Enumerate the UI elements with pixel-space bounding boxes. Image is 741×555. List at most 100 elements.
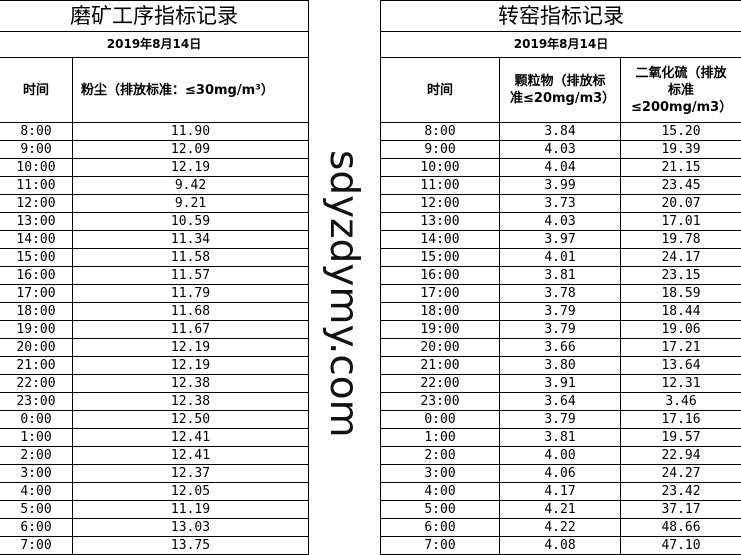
time-cell: 0:00 [0,410,73,429]
time-cell: 18:00 [0,302,73,321]
value-cell: 3.84 [499,122,621,141]
value-cell: 3.79 [499,320,621,339]
time-cell: 7:00 [0,536,73,555]
time-cell: 5:00 [380,500,500,519]
value-cell: 4.04 [499,158,621,177]
table-title: 转窑指标记录 [379,0,741,32]
time-cell: 10:00 [380,158,500,177]
value-cell: 47.10 [619,536,741,555]
value-cell: 3.99 [499,176,621,195]
table-row: 8:00 11.90 [0,122,309,141]
table-row: 22:00 12.38 [0,374,309,393]
table-row: 23:00 3.64 3.46 [380,392,741,411]
table-row: 15:00 11.58 [0,248,309,267]
value-cell: 22.94 [619,446,741,465]
value-cell: 4.01 [499,248,621,267]
value-cell: 23.15 [619,266,741,285]
value-cell: 9.42 [72,176,309,195]
time-cell: 5:00 [0,500,73,519]
table-row: 8:00 3.84 15.20 [380,122,741,141]
time-cell: 23:00 [0,392,73,411]
table-row: 20:00 3.66 17.21 [380,338,741,357]
table-row: 12:00 9.21 [0,194,309,213]
time-cell: 2:00 [380,446,500,465]
time-cell: 8:00 [380,122,500,141]
time-cell: 11:00 [0,176,73,195]
table-row: 17:00 3.78 18.59 [380,284,741,303]
value-cell: 3.66 [499,338,621,357]
table-row: 12:00 3.73 20.07 [380,194,741,213]
value-cell: 3.64 [499,392,621,411]
value-cell: 4.21 [499,500,621,519]
value-cell: 12.19 [72,338,309,357]
value-cell: 18.44 [619,302,741,321]
time-cell: 15:00 [0,248,73,267]
value-cell: 11.67 [72,320,309,339]
value-cell: 3.73 [499,194,621,213]
table-row: 7:00 4.08 47.10 [380,536,741,555]
table-row: 3:00 4.06 24.27 [380,464,741,483]
time-cell: 6:00 [0,518,73,537]
table-row: 7:00 13.75 [0,536,309,555]
table-row: 5:00 11.19 [0,500,309,519]
value-cell: 13.64 [619,356,741,375]
time-cell: 8:00 [0,122,73,141]
table-row: 6:00 4.22 48.66 [380,518,741,537]
value-cell: 4.06 [499,464,621,483]
value-cell: 3.78 [499,284,621,303]
table-row: 16:00 11.57 [0,266,309,285]
time-cell: 11:00 [380,176,500,195]
value-cell: 11.34 [72,230,309,249]
time-cell: 17:00 [380,284,500,303]
time-cell: 17:00 [0,284,73,303]
time-cell: 19:00 [0,320,73,339]
value-cell: 4.08 [499,536,621,555]
time-cell: 15:00 [380,248,500,267]
time-cell: 9:00 [0,140,73,159]
table-title: 磨矿工序指标记录 [0,0,309,32]
table-date: 2019年8月14日 [0,31,309,58]
time-cell: 10:00 [0,158,73,177]
time-cell: 16:00 [380,266,500,285]
time-cell: 7:00 [380,536,500,555]
time-cell: 13:00 [0,212,73,231]
time-cell: 22:00 [0,374,73,393]
table-row: 11:00 3.99 23.45 [380,176,741,195]
value-cell: 12.09 [72,140,309,159]
value-cell: 4.03 [499,140,621,159]
value-cell: 12.05 [72,482,309,501]
table-row: 22:00 3.91 12.31 [380,374,741,393]
value-cell: 11.79 [72,284,309,303]
value-cell: 12.41 [72,446,309,465]
table-row: 15:00 4.01 24.17 [380,248,741,267]
value-cell: 15.20 [619,122,741,141]
table-row: 16:00 3.81 23.15 [380,266,741,285]
value-cell: 12.19 [72,356,309,375]
value-cell: 3.79 [499,302,621,321]
value-cell: 11.58 [72,248,309,267]
value-cell: 13.03 [72,518,309,537]
header-time: 时间 [380,57,500,123]
time-cell: 12:00 [0,194,73,213]
value-cell: 12.50 [72,410,309,429]
value-cell: 12.37 [72,464,309,483]
time-cell: 9:00 [380,140,500,159]
value-cell: 3.80 [499,356,621,375]
time-cell: 4:00 [0,482,73,501]
value-cell: 17.16 [619,410,741,429]
table-row: 2:00 12.41 [0,446,309,465]
table-row: 14:00 3.97 19.78 [380,230,741,249]
table-row: 5:00 4.21 37.17 [380,500,741,519]
time-cell: 13:00 [380,212,500,231]
header-time: 时间 [0,57,73,123]
table-row: 18:00 3.79 18.44 [380,302,741,321]
table-row: 9:00 4.03 19.39 [380,140,741,159]
time-cell: 20:00 [380,338,500,357]
value-cell: 12.41 [72,428,309,447]
value-cell: 12.38 [72,374,309,393]
table-row: 18:00 11.68 [0,302,309,321]
time-cell: 22:00 [380,374,500,393]
kiln-record-table: 转窑指标记录 2019年8月14日 时间 颗粒物（排放标准≤20mg/m3） 二氧化… [379,0,741,555]
table-date: 2019年8月14日 [379,31,741,58]
header-so2: 二氧化硫（排放标准≤200mg/m3） [619,57,741,123]
